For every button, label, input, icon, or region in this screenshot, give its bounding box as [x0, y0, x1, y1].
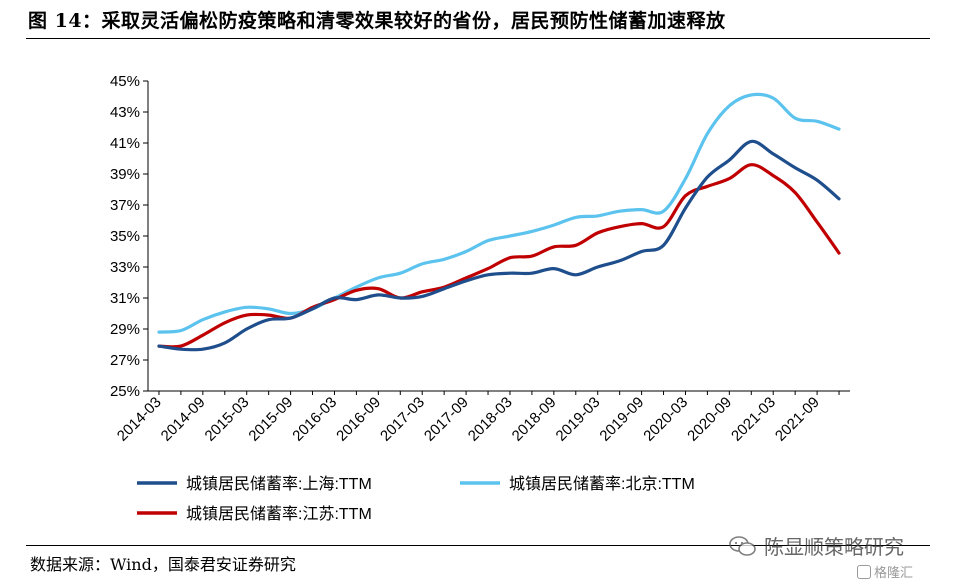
watermark: 陈显顺策略研究	[728, 531, 904, 560]
watermark-sub-text: 格隆汇	[874, 566, 914, 581]
y-tick-labels: 25% 27% 29% 31% 33% 35% 37% 39% 41% 43% 45%	[110, 73, 140, 400]
x-tick-labels: 2014-032014-092015-032015-092016-032016-…	[114, 394, 823, 445]
y-tick-label: 37%	[110, 197, 140, 214]
gelonghui-icon	[857, 564, 871, 579]
series-line-1	[157, 92, 841, 334]
x-tick-label: 2015-03	[202, 394, 253, 445]
y-tick-label: 27%	[110, 352, 140, 369]
y-tick-label: 31%	[110, 290, 140, 307]
wechat-icon	[729, 535, 756, 556]
legend-label: 城镇居民储蓄率:上海:TTM	[186, 475, 372, 493]
legend-label: 城镇居民储蓄率:江苏:TTM	[186, 505, 372, 523]
title-rule	[26, 38, 930, 39]
source-rule	[26, 545, 930, 546]
x-tick-label: 2021-03	[728, 394, 779, 445]
legend: 城镇居民储蓄率:上海:TTM 城镇居民储蓄率:北京:TTM 城镇居民储蓄率:江苏:T…	[137, 475, 695, 523]
x-tick-label: 2014-09	[158, 394, 209, 445]
series-lines	[157, 92, 841, 352]
x-tick-label: 2020-09	[684, 394, 735, 445]
series-line-2	[157, 163, 841, 349]
y-tick-label: 43%	[110, 104, 140, 121]
x-tick-label: 2014-03	[114, 394, 165, 445]
y-tick-label: 33%	[110, 259, 140, 276]
y-tick-label: 45%	[110, 73, 140, 90]
legend-label: 城镇居民储蓄率:北京:TTM	[509, 475, 695, 493]
x-tick-label: 2019-03	[553, 394, 604, 445]
x-tick-label: 2016-03	[289, 394, 340, 445]
x-tick-label: 2015-09	[245, 394, 296, 445]
y-tick-label: 41%	[110, 135, 140, 152]
series-line-0	[157, 139, 841, 352]
x-tick-label: 2018-09	[509, 394, 560, 445]
y-tick-label: 25%	[110, 383, 140, 400]
watermark-sub: 格隆汇	[857, 562, 913, 581]
source-note: 数据来源：Wind，国泰君安证券研究	[30, 555, 296, 574]
y-tick-label: 35%	[110, 228, 140, 245]
x-tick-label: 2017-09	[421, 394, 472, 445]
y-tick-label: 39%	[110, 166, 140, 183]
x-tick-label: 2017-03	[377, 394, 428, 445]
figure-title: 图 14：采取灵活偏松防疫策略和清零效果较好的省份，居民预防性储蓄加速释放	[28, 10, 726, 32]
x-tick-label: 2021-09	[772, 394, 823, 445]
y-tick-label: 29%	[110, 321, 140, 338]
chart-axes	[143, 80, 850, 395]
watermark-text: 陈显顺策略研究	[764, 535, 904, 559]
x-tick-label: 2016-09	[333, 394, 384, 445]
x-tick-label: 2019-09	[596, 394, 647, 445]
x-tick-label: 2018-03	[465, 394, 516, 445]
x-tick-label: 2020-03	[640, 394, 691, 445]
